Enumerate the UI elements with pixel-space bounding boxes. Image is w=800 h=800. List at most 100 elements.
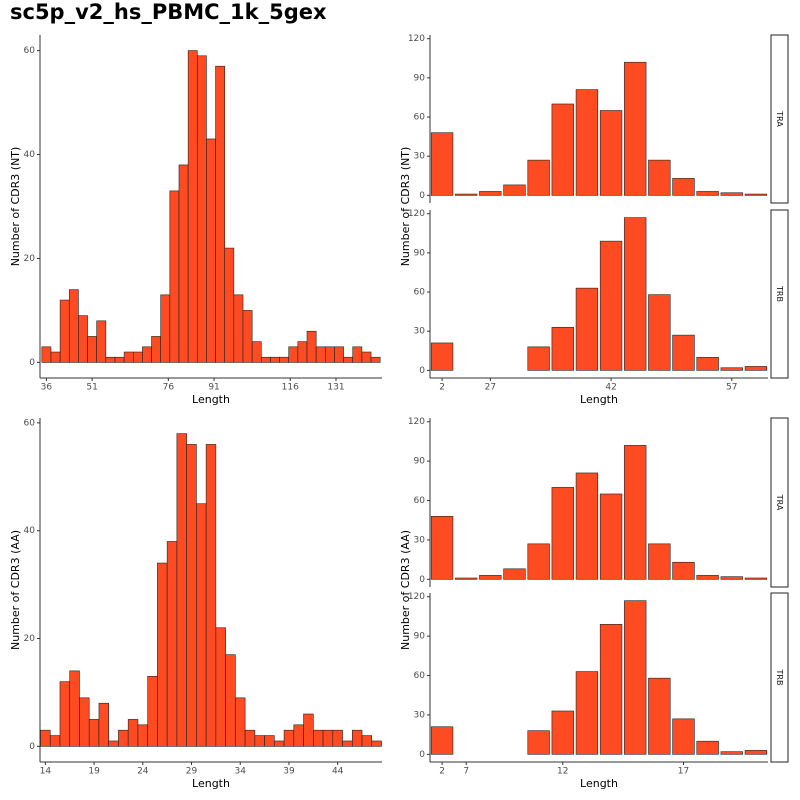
bar	[297, 341, 308, 363]
y-tick-label: 0	[419, 191, 425, 201]
bar	[235, 697, 246, 747]
y-tick-label: 120	[408, 592, 425, 602]
y-tick-label: 60	[24, 46, 36, 56]
bar	[288, 346, 299, 363]
bar	[313, 729, 324, 747]
x-tick-label: 44	[332, 767, 344, 777]
bar	[696, 740, 719, 755]
bar	[123, 351, 134, 363]
facet-label: TRB	[775, 285, 784, 302]
y-tick-label: 40	[24, 150, 36, 160]
bar	[260, 356, 271, 363]
x-tick-label: 24	[137, 767, 149, 777]
y-tick-label: 120	[408, 209, 425, 219]
bar	[49, 735, 61, 747]
x-tick-label: 27	[485, 383, 496, 393]
y-axis-title: Number of CDR3 (NT)	[9, 147, 22, 267]
bar	[105, 356, 116, 363]
bar	[720, 576, 743, 580]
x-axis-title: Length	[192, 777, 230, 790]
facet-strip	[770, 209, 789, 379]
y-tick-label: 90	[414, 248, 426, 258]
bar	[744, 193, 768, 196]
y-tick-label: 30	[414, 152, 426, 162]
bar	[325, 346, 335, 363]
bar	[176, 433, 187, 747]
bar	[430, 515, 454, 580]
bar	[455, 577, 478, 580]
x-tick-label: 51	[86, 383, 97, 393]
bar	[270, 356, 280, 363]
bar	[696, 191, 719, 196]
bar	[371, 740, 382, 747]
bar	[624, 600, 647, 755]
bar	[744, 577, 768, 580]
bar	[69, 670, 80, 747]
bar	[118, 729, 129, 747]
bar	[68, 289, 79, 363]
bar	[196, 503, 207, 747]
bar	[215, 65, 226, 363]
chart-title: sc5p_v2_hs_PBMC_1k_5gex	[10, 0, 327, 24]
bar	[352, 346, 363, 363]
y-tick-label: 90	[414, 457, 426, 467]
bar	[351, 729, 363, 747]
bar	[720, 751, 743, 755]
bar	[672, 561, 695, 580]
y-tick-label: 20	[24, 634, 36, 644]
bar	[132, 351, 143, 363]
facet-label: TRA	[775, 494, 784, 511]
bar	[361, 735, 373, 747]
y-tick-label: 60	[414, 496, 426, 506]
bar	[151, 336, 162, 363]
bar	[59, 299, 70, 363]
x-tick-label: 116	[282, 383, 299, 393]
bar	[361, 351, 372, 363]
bar	[147, 675, 158, 747]
bar	[303, 713, 314, 747]
bar	[527, 346, 550, 371]
y-tick-label: 30	[414, 710, 426, 720]
bar	[186, 444, 197, 747]
y-tick-label: 30	[414, 535, 426, 545]
y-tick-label: 60	[414, 671, 426, 681]
bar	[187, 50, 198, 363]
bar	[264, 735, 275, 747]
bar	[624, 217, 647, 371]
bar	[169, 190, 180, 363]
bar	[96, 320, 107, 363]
x-tick-label: 7	[463, 767, 469, 777]
facet-strip	[770, 417, 789, 588]
bar	[672, 178, 695, 196]
x-axis-title: Length	[580, 393, 618, 406]
x-tick-label: 34	[235, 767, 247, 777]
bar	[108, 740, 119, 747]
y-tick-label: 60	[414, 113, 426, 123]
bar	[50, 351, 61, 363]
y-axis-title: Number of CDR3 (AA)	[399, 530, 412, 650]
y-tick-label: 120	[408, 34, 425, 44]
bar	[527, 730, 550, 755]
bar	[648, 543, 671, 580]
y-tick-label: 60	[24, 418, 36, 428]
y-tick-label: 60	[414, 288, 426, 298]
bar	[225, 654, 236, 747]
bar	[575, 472, 599, 580]
x-tick-label: 14	[40, 767, 52, 777]
bar	[527, 159, 550, 196]
bar	[41, 346, 52, 363]
bar	[503, 568, 526, 580]
bar	[293, 724, 304, 747]
bar	[672, 334, 695, 371]
bar	[332, 729, 343, 747]
y-axis-title: Number of CDR3 (NT)	[399, 147, 412, 267]
bar	[744, 366, 768, 371]
y-tick-label: 0	[29, 358, 35, 368]
bar	[551, 487, 574, 580]
x-tick-label: 36	[41, 383, 53, 393]
bar	[599, 110, 623, 196]
bar	[720, 192, 743, 196]
bar	[334, 346, 344, 363]
x-tick-label: 39	[283, 767, 295, 777]
